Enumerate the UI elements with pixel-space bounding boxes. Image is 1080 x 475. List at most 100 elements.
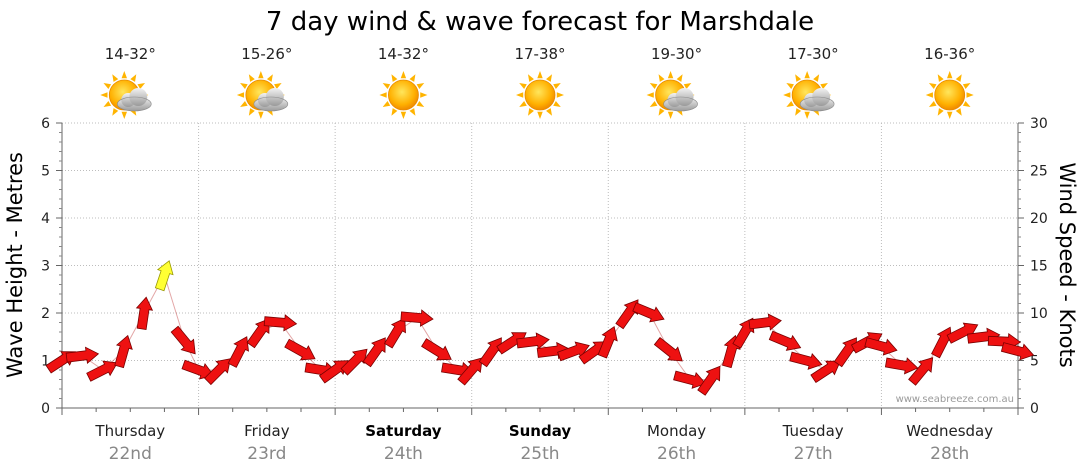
wind-arrow bbox=[65, 346, 100, 364]
wind-arrow bbox=[884, 357, 919, 375]
sunny-icon bbox=[516, 71, 564, 119]
sun-ray bbox=[962, 83, 971, 89]
sun-ray bbox=[804, 71, 810, 79]
date-label: 23rd bbox=[247, 444, 286, 464]
sun-ray bbox=[258, 111, 264, 119]
sun-ray bbox=[519, 101, 527, 107]
wind-arrow bbox=[946, 322, 979, 344]
left-axis-ticks: 0 1 2 3 4 5 6 bbox=[41, 116, 62, 417]
wind-arrow bbox=[340, 348, 368, 376]
sun-ray bbox=[391, 74, 398, 82]
cloud-outline bbox=[663, 96, 698, 112]
wind-arrow bbox=[227, 336, 249, 368]
sun-ray bbox=[646, 92, 654, 98]
wind-arrow bbox=[1000, 342, 1035, 361]
day-label: Sunday bbox=[509, 422, 572, 440]
sun-ray bbox=[553, 101, 561, 107]
day-label: Thursday bbox=[94, 422, 165, 440]
wind-arrow bbox=[768, 330, 802, 351]
sun-ray bbox=[537, 71, 543, 79]
sun-ray bbox=[786, 101, 794, 107]
sun-ray bbox=[962, 101, 971, 107]
wind-arrow bbox=[263, 314, 298, 332]
cloud-shape bbox=[663, 88, 698, 112]
sun-ray bbox=[274, 83, 282, 89]
sun-ray bbox=[786, 83, 794, 89]
wind-arrows bbox=[45, 260, 1035, 396]
sun-ray bbox=[236, 92, 245, 98]
sun-disc bbox=[524, 79, 556, 111]
right-tick-label: 20 bbox=[1030, 211, 1048, 227]
wind-arrow bbox=[810, 360, 841, 384]
temperature-label: 17-30° bbox=[788, 45, 839, 63]
sun-ray bbox=[103, 101, 112, 107]
x-axis-ticks bbox=[61, 408, 1019, 415]
sun-ray bbox=[516, 92, 524, 98]
sun-ray bbox=[240, 83, 248, 89]
sun-ray bbox=[258, 71, 264, 79]
date-label: 25th bbox=[520, 444, 559, 464]
partly-cloudy-icon bbox=[783, 71, 835, 119]
date-label: 28th bbox=[930, 444, 969, 464]
sun-disc bbox=[388, 79, 419, 111]
sun-ray bbox=[667, 71, 674, 79]
cloud-shape bbox=[253, 88, 289, 112]
temperature-label: 15-26° bbox=[241, 45, 292, 63]
date-label: 24th bbox=[384, 444, 423, 464]
sun-ray bbox=[416, 83, 425, 89]
right-tick-label: 0 bbox=[1030, 401, 1039, 417]
left-tick-label: 0 bbox=[41, 401, 50, 417]
wind-arrow bbox=[632, 302, 665, 323]
wind-arrow bbox=[516, 332, 550, 350]
sunny-icon bbox=[925, 71, 974, 119]
sun-ray bbox=[420, 92, 428, 98]
sun-ray bbox=[130, 74, 137, 82]
temperature-label: 19-30° bbox=[651, 45, 702, 63]
day-labels: Thursday 22nd Friday 23rd Saturday 24th Sunday… bbox=[94, 422, 993, 464]
wind-arrow bbox=[908, 357, 934, 386]
chart-title: 7 day wind & wave forecast for Marshdale bbox=[266, 7, 814, 37]
wind-arrow bbox=[864, 337, 898, 356]
left-axis-title: Wave Height - Metres bbox=[3, 152, 27, 378]
sun-ray bbox=[658, 74, 665, 82]
wind-arrow bbox=[362, 337, 386, 368]
sun-ray bbox=[966, 92, 974, 98]
sun-ray bbox=[795, 74, 802, 82]
wind-arrow bbox=[170, 325, 196, 355]
wind-arrow bbox=[204, 358, 231, 386]
cloud-shape bbox=[116, 88, 152, 112]
sun-ray bbox=[379, 92, 387, 98]
cloud-outline bbox=[799, 96, 835, 112]
sun-ray bbox=[409, 74, 416, 82]
sun-ray bbox=[955, 108, 962, 116]
sun-ray bbox=[546, 108, 552, 116]
sun-ray bbox=[409, 108, 416, 116]
sun-ray bbox=[137, 83, 146, 89]
partly-cloudy-icon bbox=[236, 71, 289, 119]
cloud-shape bbox=[799, 88, 835, 112]
date-label: 27th bbox=[794, 444, 833, 464]
sunny-icon bbox=[379, 71, 428, 119]
day-label: Wednesday bbox=[906, 422, 993, 440]
sun-ray bbox=[667, 111, 674, 119]
sun-ray bbox=[400, 71, 407, 79]
sun-ray bbox=[266, 74, 273, 82]
wind-arrow bbox=[597, 326, 618, 359]
sun-ray bbox=[553, 83, 561, 89]
sun-ray bbox=[928, 83, 937, 89]
sun-ray bbox=[546, 74, 552, 82]
temperature-label: 14-32° bbox=[105, 45, 156, 63]
left-tick-label: 3 bbox=[41, 259, 50, 275]
left-tick-label: 1 bbox=[41, 354, 50, 370]
wind-arrow bbox=[748, 313, 782, 331]
right-tick-label: 15 bbox=[1030, 259, 1048, 275]
sun-ray bbox=[519, 83, 527, 89]
wind-arrow bbox=[114, 334, 133, 369]
right-tick-label: 10 bbox=[1030, 306, 1048, 322]
right-tick-label: 5 bbox=[1030, 354, 1039, 370]
credit-text: www.seabreeze.com.au bbox=[896, 394, 1014, 405]
temperature-label: 16-36° bbox=[924, 45, 975, 63]
temperature-label: 14-32° bbox=[378, 45, 429, 63]
